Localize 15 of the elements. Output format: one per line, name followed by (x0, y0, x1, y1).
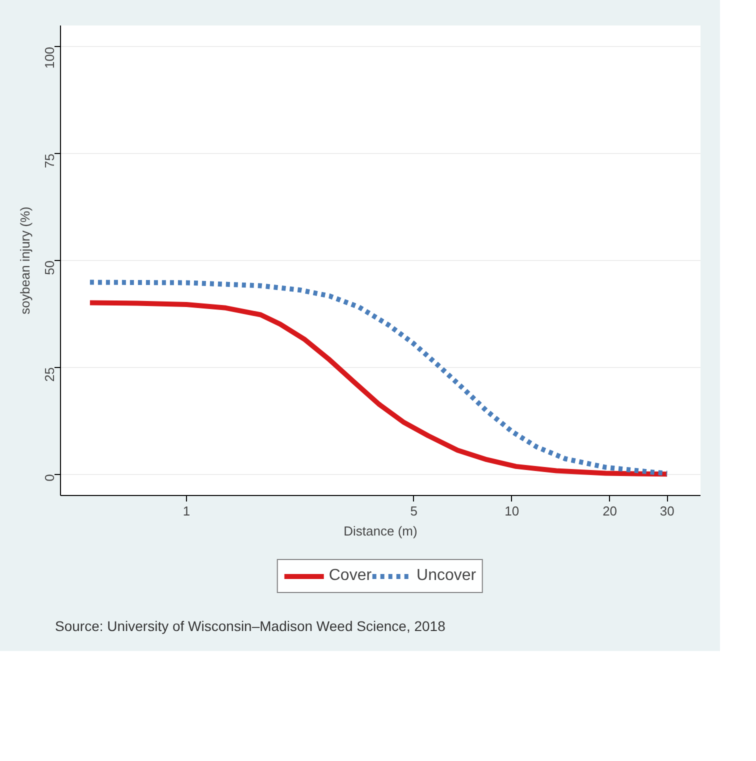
y-tick-label: 25 (42, 367, 57, 382)
x-axis-title: Distance (m) (344, 524, 418, 538)
x-tick-label: 1 (182, 504, 190, 518)
x-tick-label: 5 (410, 504, 418, 518)
y-tick-label: 75 (42, 154, 57, 168)
y-axis-title: soybean injury (%) (18, 206, 32, 314)
x-tick-label: 20 (602, 504, 618, 518)
legend-label: Cover (328, 567, 372, 585)
x-tick-label: 10 (504, 504, 520, 518)
source-note: Source: University of Wisconsin–Madison Weed Science, 2018 (55, 617, 446, 636)
x-tick-label: 30 (660, 504, 674, 518)
y-tick-label: 100 (42, 46, 57, 69)
y-tick-label: 0 (42, 474, 57, 482)
legend-label: Uncover (416, 567, 476, 585)
y-tick-label: 50 (42, 260, 57, 275)
